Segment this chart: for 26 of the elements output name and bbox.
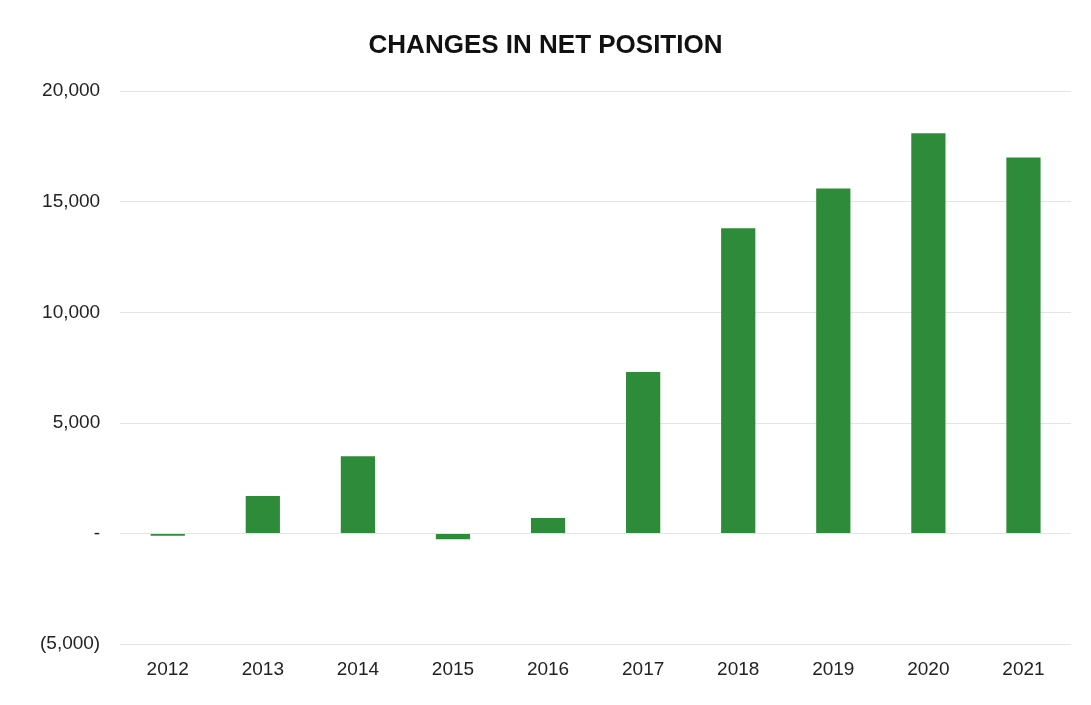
chart-title: CHANGES IN NET POSITION (368, 28, 723, 59)
x-tick-label: 2020 (907, 657, 950, 679)
y-tick-label: 20,000 (42, 79, 101, 101)
x-tick-label: 2016 (526, 657, 570, 679)
y-tick-label: 5,000 (52, 411, 101, 433)
x-tick-label: 2021 (1002, 657, 1045, 679)
x-tick-label: 2017 (622, 657, 665, 679)
bar (245, 496, 280, 534)
bar (1006, 157, 1041, 534)
y-tick-label: 10,000 (42, 300, 101, 322)
bar (340, 456, 376, 534)
y-tick-label: 15,000 (42, 190, 101, 212)
bar (435, 534, 471, 540)
bar (721, 228, 756, 534)
x-tick-label: 2015 (431, 657, 475, 679)
y-tick-label: (5,000) (40, 632, 101, 654)
bar (530, 518, 566, 534)
bar (816, 188, 851, 534)
bar (626, 372, 661, 534)
y-tick-label: - (93, 521, 101, 543)
x-tick-label: 2018 (717, 657, 760, 679)
x-tick-label: 2014 (336, 657, 380, 679)
x-tick-label: 2019 (812, 657, 855, 679)
x-tick-label: 2012 (146, 657, 189, 679)
x-tick-label: 2013 (241, 657, 284, 679)
bar (911, 133, 946, 534)
